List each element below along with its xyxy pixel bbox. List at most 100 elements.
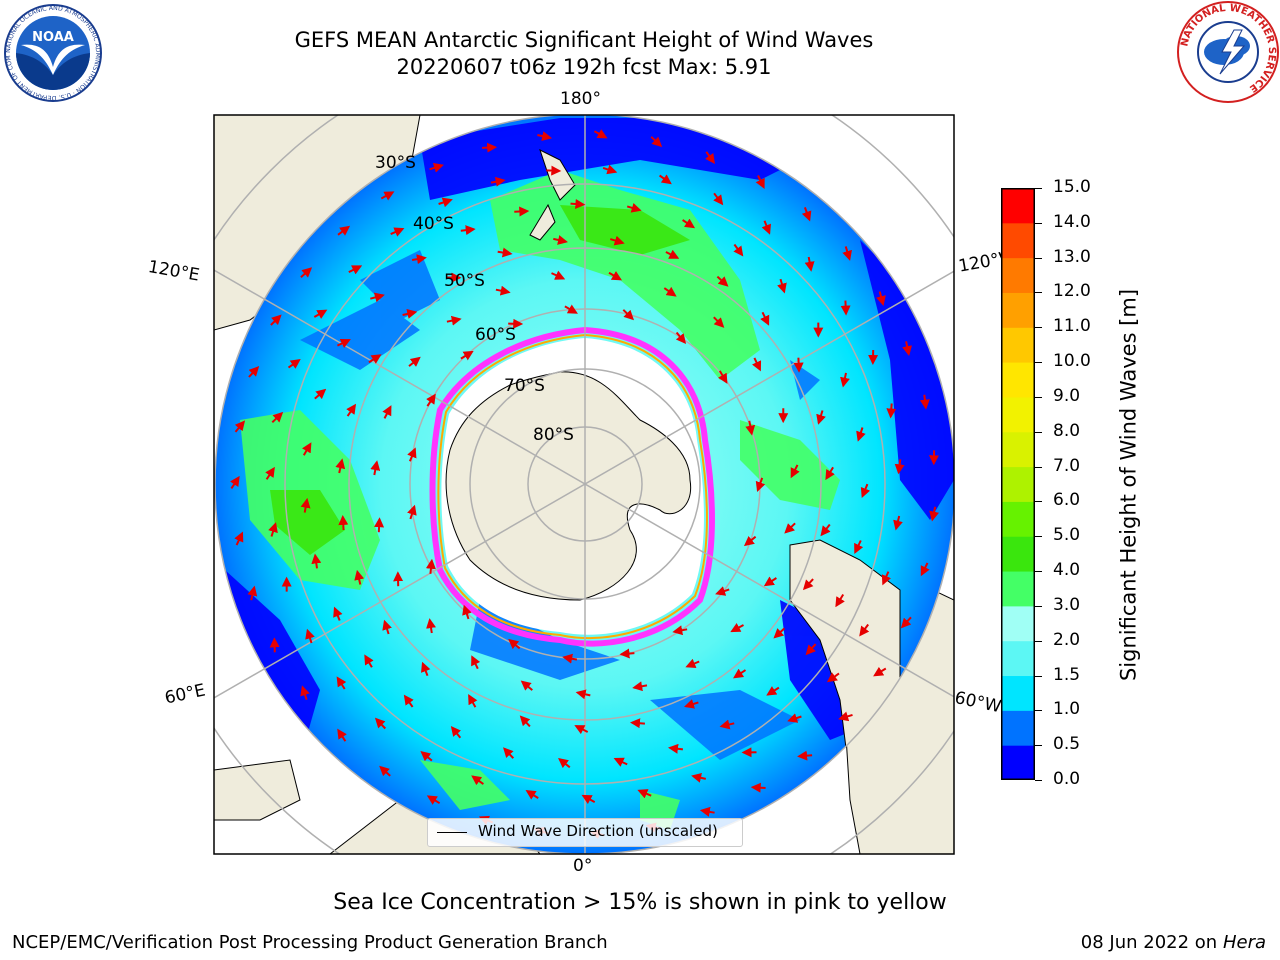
colorbar <box>1001 188 1035 780</box>
wave-direction-arrow <box>715 586 730 596</box>
wave-direction-arrow <box>842 246 852 261</box>
colorbar-label: Significant Height of Wind Waves [m] <box>1116 288 1141 682</box>
wave-direction-arrow <box>610 235 625 246</box>
wave-direction-arrow <box>860 483 871 499</box>
wave-direction-arrow <box>407 447 417 462</box>
wave-direction-arrow <box>838 711 853 722</box>
colorbar-tick <box>1035 605 1042 607</box>
wave-direction-arrow <box>426 393 436 407</box>
wave-direction-arrow <box>685 658 700 669</box>
wave-direction-arrow <box>519 715 531 728</box>
colorbar-tick-label: 5.0 <box>1053 525 1081 546</box>
lat-label-80s: 80°S <box>533 425 574 445</box>
wave-direction-arrow <box>630 718 645 729</box>
colorbar-tick <box>1035 640 1042 642</box>
wave-direction-arrow <box>804 256 815 272</box>
wave-direction-arrow <box>426 795 441 805</box>
colorbar-tick <box>1035 188 1042 189</box>
colorbar-segment <box>1001 431 1035 468</box>
colorbar-segment <box>1001 710 1035 746</box>
wave-direction-arrow <box>663 286 677 297</box>
colorbar-tick-label: 8.0 <box>1053 420 1081 441</box>
footer-date: 08 Jun 2022 on Hera <box>1081 932 1266 953</box>
wave-direction-arrow <box>613 757 628 767</box>
wave-direction-arrow <box>718 370 728 384</box>
wave-direction-arrow <box>919 394 930 410</box>
wave-direction-arrow <box>300 497 311 513</box>
wave-direction-arrow <box>650 136 663 148</box>
wave-direction-arrow <box>336 676 347 690</box>
wave-direction-arrow <box>558 757 571 769</box>
colorbar-tick <box>1035 466 1042 468</box>
lon-label-0: 0° <box>573 856 593 876</box>
wave-direction-arrow <box>575 689 591 700</box>
wave-direction-arrow <box>495 285 511 296</box>
colorbar-tick-label: 3.0 <box>1053 594 1081 615</box>
wave-direction-arrow <box>802 578 814 591</box>
chart-title: GEFS MEAN Antarctic Significant Height o… <box>294 28 874 52</box>
wave-direction-arrow <box>859 623 870 637</box>
wave-direction-arrow <box>574 725 589 735</box>
nws-logo-icon: NATIONAL WEATHER SERVICE <box>1177 1 1279 103</box>
wave-direction-arrow <box>929 506 940 522</box>
wave-direction-arrow <box>348 265 363 275</box>
wave-direction-arrow <box>805 643 817 656</box>
wave-direction-arrow <box>514 206 530 217</box>
wave-direction-arrow <box>337 728 347 742</box>
wave-direction-arrow <box>608 271 623 281</box>
wave-direction-arrow <box>840 372 850 388</box>
wave-direction-arrow <box>508 638 521 650</box>
wave-direction-arrow <box>374 517 385 533</box>
colorbar-segment <box>1001 571 1035 607</box>
wave-direction-arrow <box>380 191 395 201</box>
wave-direction-arrow <box>468 694 478 708</box>
colorbar-tick <box>1035 292 1042 294</box>
colorbar-tick <box>1035 396 1042 398</box>
colorbar-segment <box>1001 362 1035 398</box>
wave-direction-arrow <box>490 176 506 187</box>
wave-direction-arrow <box>462 604 472 620</box>
wave-direction-arrow <box>797 750 813 761</box>
wave-direction-arrow <box>705 151 715 165</box>
wave-direction-arrow <box>382 405 392 419</box>
graticule <box>214 115 954 854</box>
wave-direction-arrow <box>761 220 771 235</box>
wave-direction-arrow <box>333 606 343 621</box>
lat-label-70s: 70°S <box>504 376 545 396</box>
wave-direction-arrow <box>793 357 804 373</box>
wave-direction-arrow <box>471 655 481 670</box>
colorbar-tick <box>1035 675 1042 677</box>
colorbar-tick <box>1035 362 1042 364</box>
colorbar-tick <box>1035 536 1042 538</box>
wave-direction-arrow <box>773 627 786 639</box>
wave-direction-arrow <box>784 522 796 534</box>
sea-ice-note: Sea Ice Concentration > 15% is shown in … <box>333 890 947 915</box>
wave-direction-arrow <box>665 249 680 259</box>
colorbar-tick-label: 2.0 <box>1053 629 1081 650</box>
wave-direction-arrow <box>420 751 433 762</box>
colorbar-segment <box>1001 501 1035 537</box>
wave-direction-arrow <box>374 717 387 730</box>
wave-direction-arrow <box>713 192 724 206</box>
legend: Wind Wave Direction (unscaled) <box>427 818 743 847</box>
wave-direction-arrow <box>750 782 766 793</box>
colorbar-tick <box>1035 780 1042 781</box>
wave-direction-arrow <box>497 247 513 258</box>
colorbar-tick-label: 12.0 <box>1053 281 1091 302</box>
wave-direction-arrow <box>421 661 431 677</box>
colorbar-tick-label: 15.0 <box>1053 177 1091 197</box>
wave-direction-arrow <box>234 531 244 546</box>
sea-ice-edge <box>429 326 715 647</box>
wave-direction-arrow <box>570 198 586 209</box>
map-panel: 30°S 40°S 50°S 60°S 70°S 80°S <box>213 114 955 855</box>
colorbar-segment <box>1001 292 1035 328</box>
wave-direction-arrow <box>894 459 905 475</box>
wave-direction-arrow <box>820 523 831 537</box>
colorbar-tick-label: 13.0 <box>1053 246 1091 267</box>
wave-direction-arrow <box>856 427 866 442</box>
wave-direction-arrow <box>311 553 322 569</box>
colorbar-segment <box>1001 222 1035 259</box>
wave-direction-arrow <box>902 341 913 357</box>
wave-direction-arrow <box>302 442 312 456</box>
wave-direction-arrow <box>446 315 462 326</box>
